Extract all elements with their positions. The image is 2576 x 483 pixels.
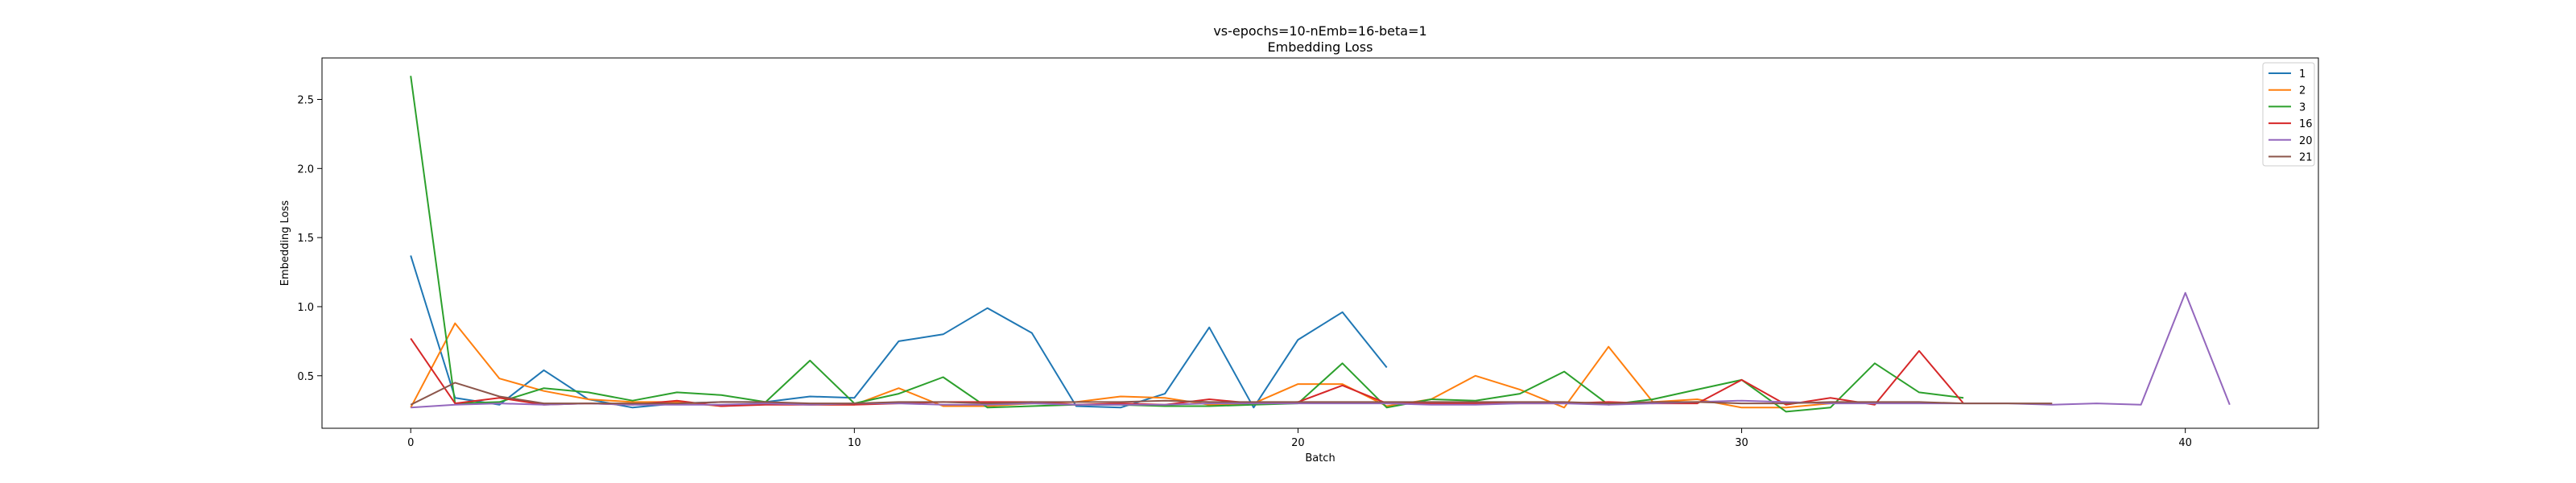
series-line-20 (411, 291, 2231, 409)
y-tick-label: 1.0 (297, 302, 314, 314)
axes-frame (321, 57, 2319, 429)
x-axis-label: Batch (1305, 452, 1335, 464)
legend-label-20: 20 (2299, 135, 2313, 147)
x-tick-label: 0 (407, 437, 414, 449)
legend-label-21: 21 (2299, 152, 2313, 164)
y-tick-label: 2.5 (297, 94, 314, 106)
series-line-3 (410, 76, 1964, 413)
x-tick-label: 20 (1291, 437, 1305, 449)
legend-label-3: 3 (2299, 101, 2306, 114)
series-line-21 (410, 382, 2053, 406)
plot-lines (410, 76, 2231, 413)
legend-label-2: 2 (2299, 85, 2306, 97)
y-tick-label: 1.5 (297, 233, 314, 245)
chart-title: vs-epochs=10-nEmb=16-beta=1 (1213, 23, 1426, 39)
series-line-2 (410, 322, 1831, 409)
x-tick-label: 10 (848, 437, 861, 449)
x-axis: 0 10 20 30 40 (407, 428, 2192, 449)
legend-frame (2262, 62, 2315, 167)
chart-subtitle: Embedding Loss (1268, 39, 1373, 55)
y-axis: 0.5 1.0 1.5 2.0 2.5 (297, 94, 322, 383)
y-tick-label: 2.0 (297, 163, 314, 175)
legend-label-16: 16 (2299, 118, 2313, 130)
x-tick-label: 40 (2178, 437, 2192, 449)
series-line-1 (410, 255, 1388, 409)
x-tick-label: 30 (1735, 437, 1748, 449)
legend: 1 2 3 16 20 21 (2262, 62, 2315, 167)
y-tick-label: 0.5 (297, 371, 314, 383)
legend-label-1: 1 (2299, 68, 2306, 80)
y-axis-label: Embedding Loss (279, 200, 291, 287)
